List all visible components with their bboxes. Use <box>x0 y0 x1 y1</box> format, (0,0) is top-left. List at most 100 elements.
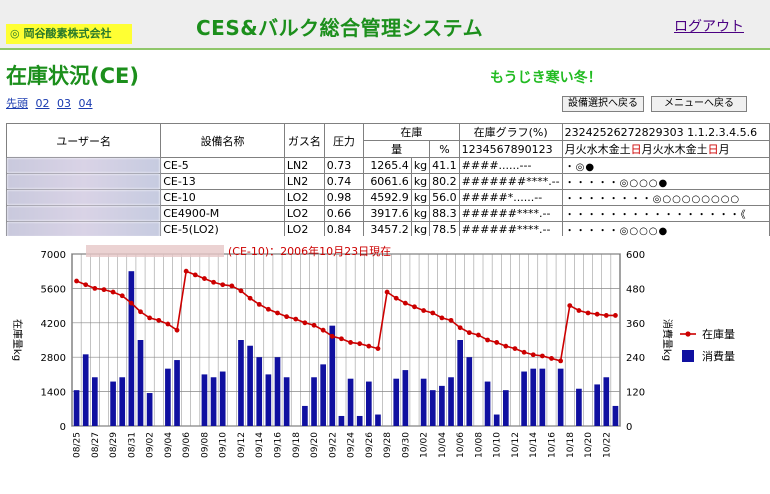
consumption-bar <box>238 340 244 426</box>
stock-point <box>613 313 618 318</box>
consumption-bar <box>530 368 537 426</box>
stock-point <box>567 303 573 308</box>
stock-point <box>147 315 153 321</box>
col-header-gas: ガス名 <box>283 123 325 158</box>
stock-point <box>503 343 509 349</box>
stock-point <box>512 346 518 351</box>
stock-point <box>521 349 527 355</box>
chart-title-redaction <box>86 245 224 257</box>
pager-link-02[interactable]: 02 <box>35 97 50 110</box>
pager: 先頭 02 03 04 <box>6 95 97 111</box>
consumption-bar <box>283 377 290 426</box>
legend-stock-marker <box>685 331 691 337</box>
stock-point <box>393 295 399 301</box>
x-tick-label: 09/04 <box>164 432 174 458</box>
stock-bar-cell: ######****.-- <box>458 205 563 222</box>
legend-stock-label: 在庫量 <box>702 327 735 341</box>
pager-first-link[interactable]: 先頭 <box>6 97 28 110</box>
stock-point <box>238 288 244 294</box>
x-tick-label: 08/31 <box>127 432 137 458</box>
amount-cell: 1265.4 <box>363 157 412 174</box>
stock-point <box>448 317 454 323</box>
table-row[interactable]: ■■■■■■■■■ CE4900-M LO2 0.66 3917.6 kg 88… <box>5 205 770 222</box>
stock-point <box>549 356 554 361</box>
x-tick-label: 09/14 <box>255 432 265 458</box>
stock-point <box>165 321 171 327</box>
x-tick-label: 10/22 <box>602 432 612 458</box>
unit-cell: kg <box>410 189 431 206</box>
stock-bar-cell: ####......--- <box>458 157 563 174</box>
amount-cell: 6061.6 <box>363 173 412 190</box>
stock-point <box>311 322 317 328</box>
table-row[interactable]: ■■■■■■■■■ CE-5(LO2) LO2 0.84 3457.2 kg 7… <box>5 221 770 238</box>
consumption-bar <box>402 370 409 426</box>
schedule-cell: ・・・・・◎○○○● <box>561 173 770 190</box>
pct-cell: 80.2 <box>429 173 460 190</box>
y-left-tick-label: 5600 <box>41 284 66 295</box>
x-tick-label: 09/06 <box>182 432 192 458</box>
y-left-tick-label: 4200 <box>41 319 66 330</box>
x-tick-label: 09/08 <box>200 432 210 458</box>
logout-link[interactable]: ログアウト <box>674 19 744 35</box>
pager-link-03[interactable]: 03 <box>57 97 71 110</box>
stock-point <box>92 286 98 291</box>
pct-cell: 41.1 <box>429 157 460 174</box>
stock-point <box>366 343 372 349</box>
consumption-bar <box>265 374 272 426</box>
x-tick-label: 09/22 <box>328 432 338 458</box>
equipment-cell: CE4900-M <box>160 205 285 222</box>
logo-text: 岡谷酸素株式会社 <box>23 27 112 40</box>
stock-point <box>412 304 417 310</box>
consumption-bar <box>92 377 98 426</box>
user-name-cell: ■■■■■■■■■ <box>5 173 162 190</box>
back-to-menu-button[interactable]: メニューへ戻る <box>651 96 747 112</box>
stock-point <box>293 316 299 322</box>
stock-point <box>585 310 591 316</box>
stock-point <box>83 282 89 288</box>
stock-point <box>439 315 445 321</box>
stock-point <box>402 300 408 306</box>
stock-point <box>539 353 545 359</box>
col-header-stock: 在庫 <box>363 123 460 141</box>
user-name-cell: ■■■■■■■■■ <box>5 205 162 222</box>
schedule-cell: ・・・・・・・・◎○○○○○○○○ <box>561 189 770 206</box>
legend-consumption-label: 消費量 <box>702 349 735 363</box>
table-row[interactable]: ■■■■■■■■■ CE-5 LN2 0.73 1265.4 kg 41.1 #… <box>5 157 770 174</box>
stock-point <box>202 276 207 281</box>
logo-mark-icon: ◎ <box>10 27 20 40</box>
schedule-cell: ・◎● <box>561 157 770 174</box>
stock-point <box>211 279 216 285</box>
y-left-tick-label: 1400 <box>41 388 66 399</box>
col-header-user: ユーザー名 <box>5 123 162 158</box>
consumption-bar <box>539 368 546 426</box>
consumption-bar <box>119 377 126 426</box>
pager-link-04[interactable]: 04 <box>78 97 93 110</box>
consumption-bar <box>521 371 527 426</box>
legend-consumption-swatch <box>682 350 694 362</box>
x-tick-label: 10/06 <box>456 432 466 458</box>
consumption-bar <box>320 364 326 426</box>
stock-point <box>256 301 262 307</box>
consumption-bar <box>347 378 354 426</box>
consumption-bar <box>256 357 263 426</box>
table-row[interactable]: ■■■■■■■■■ CE-13 LN2 0.74 6061.6 kg 80.2 … <box>5 173 770 190</box>
consumption-bar <box>493 414 500 426</box>
stock-chart-panel: 0 0 1400 120 2800 240 4200 360 5600 480 7000 600 08/… <box>0 236 770 490</box>
consumption-bar <box>73 390 80 426</box>
amount-cell: 4592.9 <box>363 189 412 206</box>
back-to-equipment-button[interactable]: 設備選択へ戻る <box>562 96 644 112</box>
table-row[interactable]: ■■■■■■■■■ CE-10 LO2 0.98 4592.9 kg 56.0 … <box>5 189 770 206</box>
consumption-bar <box>612 405 619 426</box>
x-tick-label: 10/12 <box>511 432 521 458</box>
gas-cell: LO2 <box>283 205 325 222</box>
stock-bar-cell: #####*......-- <box>458 189 563 206</box>
page-title: 在庫状況(CE) <box>6 64 139 88</box>
app-header: ◎ 岡谷酸素株式会社 CES&バルク総合管理システム ログアウト <box>0 0 770 50</box>
y-right-tick-label: 360 <box>626 319 645 330</box>
consumption-bar <box>338 415 345 426</box>
col-header-weekdays: 月火水木金土日月火水木金土日月 <box>561 140 770 158</box>
stock-point <box>603 313 609 318</box>
equipment-cell: CE-10 <box>160 189 285 206</box>
consumption-bar <box>457 340 463 426</box>
stock-point <box>357 341 363 347</box>
